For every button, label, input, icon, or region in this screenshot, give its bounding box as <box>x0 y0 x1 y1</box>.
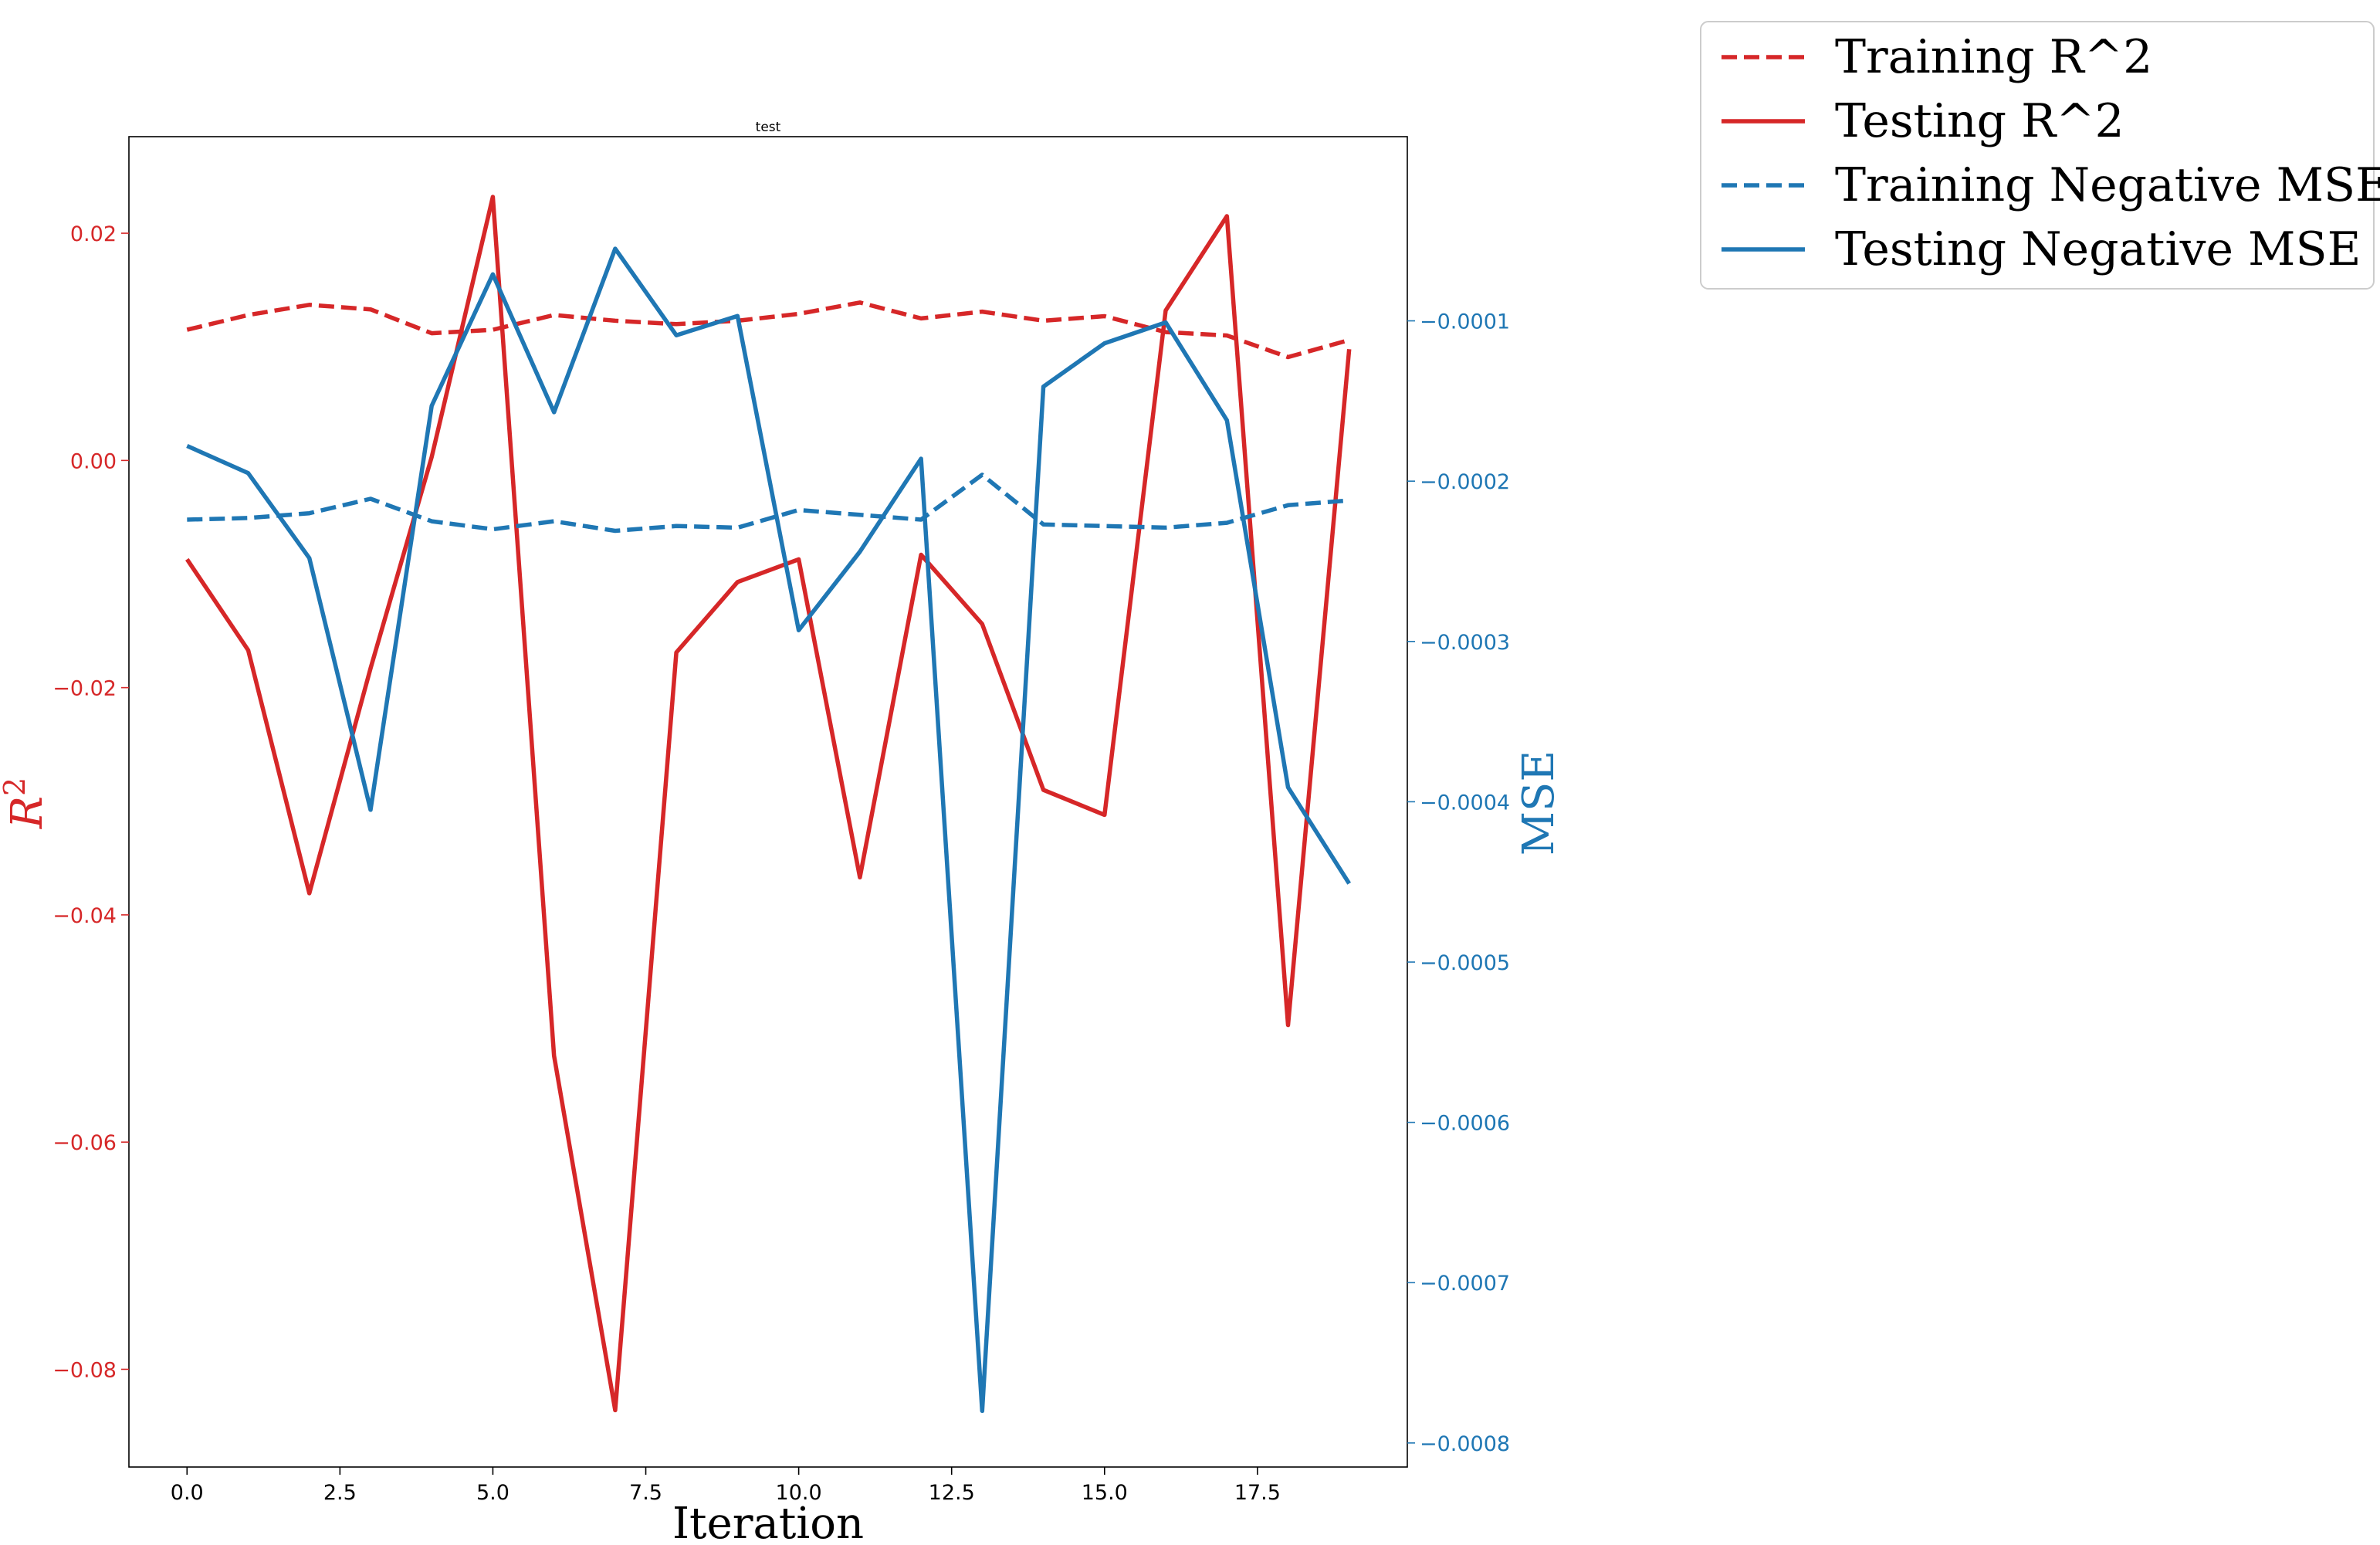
left-y-tick-label: −0.08 <box>52 1358 117 1382</box>
x-tick-label: 2.5 <box>323 1481 357 1505</box>
x-axis-label: Iteration <box>672 1499 864 1545</box>
right-y-axis-label: MSE <box>1514 750 1564 856</box>
legend-label: Training R^2 <box>1835 30 2152 84</box>
series-line-testing-r-2 <box>185 195 1352 1413</box>
right-y-tick-label: −0.0002 <box>1420 470 1510 494</box>
plot-background <box>129 137 1407 1467</box>
legend-frame <box>1700 21 2375 290</box>
left-y-axis-label-base: R <box>2 796 52 829</box>
left-y-axis: 0.02 0.00 −0.02 −0.04 −0.06 −0.08 <box>52 222 129 1382</box>
legend-label: Training Negative MSE <box>1835 158 2380 212</box>
left-y-tick-label: −0.02 <box>52 677 117 701</box>
legend: Training R^2 Testing R^2 Training Negative… <box>1700 21 2380 290</box>
left-y-tick-label: 0.02 <box>70 222 117 246</box>
right-y-tick-label: −0.0007 <box>1420 1272 1510 1296</box>
right-y-axis: −0.0001 −0.0002 −0.0003 −0.0004 −0.0005 −0.00… <box>1407 310 1510 1456</box>
x-tick-label: 7.5 <box>629 1481 662 1505</box>
right-y-tick-label: −0.0008 <box>1420 1432 1510 1456</box>
left-y-tick-label: −0.06 <box>52 1131 117 1155</box>
right-y-tick-label: −0.0001 <box>1420 310 1510 334</box>
x-tick-label: 10.0 <box>776 1481 822 1505</box>
x-tick-label: 12.5 <box>929 1481 975 1505</box>
chart-title: test <box>756 120 781 135</box>
left-y-axis-label: R2 <box>0 778 52 829</box>
legend-entries: Training R^2 Testing R^2 Training Negative… <box>1722 30 2380 276</box>
x-tick-label: 5.0 <box>476 1481 510 1505</box>
right-y-tick-label: −0.0005 <box>1420 951 1510 975</box>
series-line-training-r-2 <box>186 300 1350 360</box>
x-axis: 0.0 2.5 5.0 7.5 10.0 12.5 15.0 17.5 <box>171 1467 1281 1505</box>
legend-label: Testing Negative MSE <box>1835 222 2361 276</box>
left-y-tick-label: −0.04 <box>52 904 117 928</box>
left-y-tick-label: 0.00 <box>70 449 117 473</box>
right-y-tick-label: −0.0006 <box>1420 1112 1510 1136</box>
legend-label: Testing R^2 <box>1835 94 2124 148</box>
series-line-testing-negative-mse <box>186 246 1352 1414</box>
x-tick-label: 15.0 <box>1082 1481 1128 1505</box>
series-line-training-negative-mse <box>187 473 1349 534</box>
series-layer <box>185 195 1352 1414</box>
plot-area <box>129 137 1407 1467</box>
left-y-axis-label-superscript: 2 <box>0 778 32 796</box>
right-y-tick-label: −0.0004 <box>1420 791 1510 815</box>
x-tick-label: 0.0 <box>171 1481 204 1505</box>
x-tick-label: 17.5 <box>1234 1481 1281 1505</box>
right-y-tick-label: −0.0003 <box>1420 631 1510 655</box>
